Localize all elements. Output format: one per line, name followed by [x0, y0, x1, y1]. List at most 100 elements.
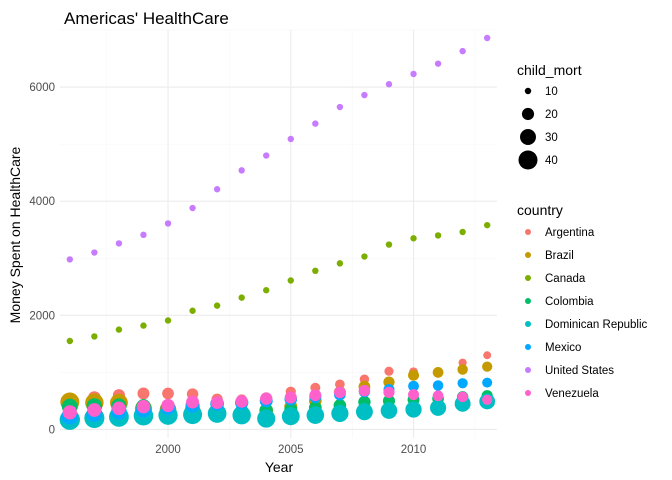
- data-point: [459, 47, 466, 55]
- color-legend-label: Mexico: [545, 342, 581, 354]
- data-point: [136, 399, 151, 414]
- data-point: [232, 405, 251, 425]
- data-point: [432, 390, 444, 402]
- data-point: [383, 386, 395, 398]
- data-point: [385, 241, 393, 248]
- color-legend-key: [525, 275, 531, 281]
- data-point: [482, 361, 493, 372]
- data-point: [380, 402, 398, 419]
- series-canada: [66, 221, 491, 345]
- data-point: [137, 387, 150, 400]
- data-point: [164, 220, 172, 227]
- y-tick-label: 0: [49, 424, 55, 436]
- color-legend: country Argentina Brazil Canada Colombia Dom…: [517, 202, 648, 400]
- data-point: [410, 235, 417, 242]
- data-point: [358, 384, 371, 397]
- data-point: [408, 369, 420, 381]
- x-axis-ticks: 2000 2005 2010: [155, 444, 426, 456]
- y-tick-label: 4000: [29, 196, 55, 208]
- color-legend-key: [525, 229, 531, 235]
- data-point: [112, 401, 126, 416]
- data-point: [405, 401, 422, 418]
- data-point: [238, 167, 245, 174]
- size-legend-label: 10: [545, 86, 558, 98]
- data-point: [115, 240, 123, 247]
- color-legend-key: [525, 367, 531, 373]
- data-point: [336, 103, 344, 111]
- data-point: [164, 317, 172, 324]
- color-legend-key: [525, 344, 531, 350]
- size-legend-label: 30: [545, 132, 558, 144]
- data-point: [140, 231, 147, 239]
- data-point: [334, 386, 346, 399]
- color-legend-key: [525, 298, 531, 304]
- data-point: [457, 391, 468, 403]
- series-united-states: [66, 34, 491, 263]
- data-point: [162, 387, 174, 400]
- data-point: [410, 70, 417, 78]
- data-point: [361, 253, 368, 260]
- size-legend-key: [520, 129, 536, 145]
- data-point: [281, 407, 300, 426]
- x-tick-label: 2005: [278, 444, 304, 456]
- size-legend-key: [518, 150, 538, 170]
- data-point: [331, 404, 349, 423]
- data-point: [91, 249, 98, 256]
- x-axis-title: Year: [265, 459, 294, 475]
- data-point: [91, 333, 98, 340]
- x-tick-label: 2010: [401, 444, 427, 456]
- data-point: [432, 380, 444, 391]
- data-point: [312, 120, 319, 127]
- color-legend-label: Dominican Republic: [545, 319, 648, 331]
- size-legend: child_mort 10 20 30 40: [517, 62, 582, 170]
- data-point: [186, 395, 200, 409]
- data-point: [284, 391, 297, 404]
- color-legend-title: country: [517, 202, 563, 218]
- data-point: [66, 256, 74, 263]
- data-point: [457, 378, 468, 389]
- data-point: [434, 60, 442, 67]
- data-point: [287, 135, 294, 143]
- size-legend-label: 40: [545, 155, 558, 167]
- data-point: [210, 396, 224, 410]
- color-legend-label: United States: [545, 365, 614, 377]
- data-point: [459, 228, 466, 236]
- x-tick-label: 2000: [155, 444, 181, 456]
- size-legend-title: child_mort: [517, 62, 582, 78]
- data-point: [408, 389, 420, 401]
- chart-title: Americas' HealthCare: [64, 9, 229, 28]
- data-point: [235, 395, 248, 408]
- data-point: [213, 302, 221, 309]
- color-legend-label: Brazil: [545, 250, 574, 262]
- y-axis-title: Money Spent on HealthCare: [7, 146, 23, 323]
- data-point: [238, 294, 245, 301]
- data-point: [213, 186, 221, 193]
- data-point: [287, 277, 294, 284]
- color-legend-label: Colombia: [545, 296, 594, 308]
- data-point: [87, 403, 102, 417]
- data-point: [115, 326, 123, 333]
- data-points: [59, 34, 496, 430]
- data-point: [430, 399, 447, 416]
- data-point: [312, 267, 319, 275]
- color-legend-key: [525, 252, 531, 258]
- data-point: [355, 403, 373, 421]
- color-legend-key: [525, 390, 531, 396]
- data-point: [385, 81, 393, 88]
- data-point: [140, 322, 147, 329]
- data-point: [257, 409, 276, 428]
- size-legend-label: 20: [545, 109, 558, 121]
- series-venezuela: [62, 384, 493, 420]
- data-point: [189, 204, 196, 212]
- data-point: [457, 364, 468, 375]
- data-point: [483, 351, 492, 360]
- size-legend-key: [524, 87, 532, 95]
- data-point: [482, 394, 493, 405]
- data-point: [336, 260, 344, 267]
- data-point: [434, 232, 442, 239]
- data-point: [260, 392, 273, 405]
- data-point: [161, 398, 175, 413]
- data-point: [62, 405, 77, 420]
- data-point: [263, 287, 270, 294]
